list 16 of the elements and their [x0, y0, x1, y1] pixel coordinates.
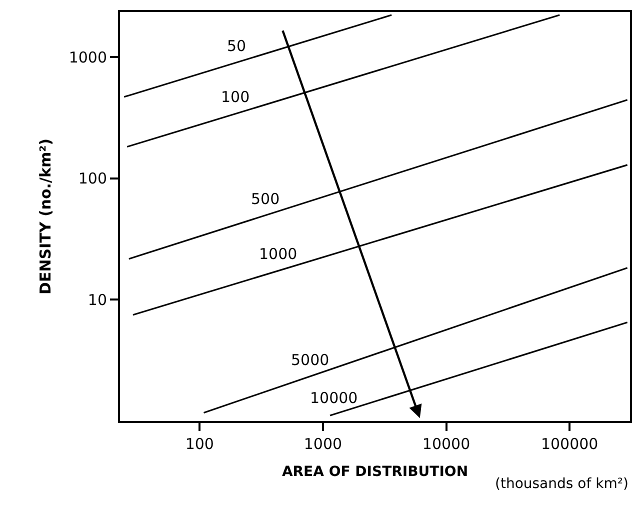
- x-tick-label: 100000: [540, 435, 598, 453]
- x-tick-label: 100: [185, 435, 214, 453]
- series-label: 500: [251, 190, 280, 208]
- series-label: 100: [221, 88, 250, 106]
- series-label: 5000: [291, 351, 330, 369]
- text: (thousands of km²): [495, 476, 628, 492]
- y-tick-label: 10: [88, 290, 107, 309]
- x-axis-title: AREA OF DISTRIBUTION: [282, 464, 468, 480]
- y-tick-label: 1000: [68, 48, 107, 66]
- series-label: 1000: [259, 245, 298, 263]
- y-tick-label: 100: [78, 170, 107, 188]
- series-label: 10000: [310, 389, 358, 407]
- x-tick-label: 1000: [304, 435, 342, 453]
- x-tick-label: 10000: [422, 435, 470, 453]
- y-axis-title: DENSITY (no./km²): [36, 138, 55, 294]
- series-label: 50: [227, 37, 246, 55]
